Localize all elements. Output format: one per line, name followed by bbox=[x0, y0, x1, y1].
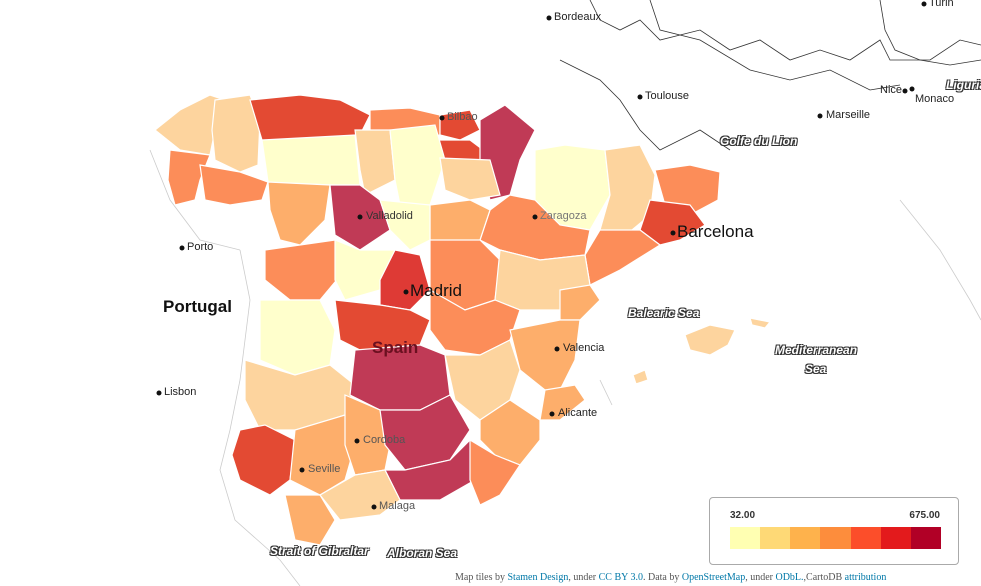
attrib-prefix: Map tiles by bbox=[455, 572, 505, 583]
region-zamora bbox=[267, 181, 331, 246]
stamen-link[interactable]: Stamen Design bbox=[507, 572, 569, 583]
legend-swatch bbox=[790, 527, 821, 549]
region-mallorca bbox=[684, 324, 736, 356]
sea-label-alboran: Alboran Sea bbox=[387, 546, 458, 560]
city-label-alicante: Alicante bbox=[558, 407, 598, 419]
region-vizcaya bbox=[439, 109, 481, 141]
country-label-portugal: Portugal bbox=[163, 297, 232, 316]
city-label-valencia: Valencia bbox=[563, 342, 605, 354]
color-legend: 32.00 675.00 bbox=[709, 497, 959, 565]
city-dots bbox=[156, 1, 927, 510]
region-murcia bbox=[479, 399, 541, 466]
region-ourense bbox=[199, 164, 269, 206]
cc-link[interactable]: CC BY 3.0 bbox=[598, 572, 643, 583]
city-label-malaga: Malaga bbox=[379, 500, 416, 512]
city-label-bordeaux: Bordeaux bbox=[554, 11, 602, 23]
region-huelva bbox=[231, 424, 296, 496]
sea-label-mediterranean-2: Sea bbox=[805, 362, 827, 376]
region-castellon bbox=[559, 284, 601, 321]
legend-max-label: 675.00 bbox=[909, 510, 940, 521]
attrib-under2: , under bbox=[745, 572, 773, 583]
attrib-carto: ,CartoDB bbox=[803, 572, 843, 583]
city-label-turin: Turin bbox=[929, 0, 954, 9]
city-label-seville: Seville bbox=[308, 463, 341, 475]
legend-swatch bbox=[760, 527, 791, 549]
city-label-toulouse: Toulouse bbox=[645, 90, 690, 102]
attribution-link[interactable]: attribution bbox=[844, 572, 887, 583]
city-label-zaragoza: Zaragoza bbox=[540, 210, 587, 222]
sea-label-balearic: Balearic Sea bbox=[628, 306, 700, 320]
legend-min-label: 32.00 bbox=[730, 510, 756, 521]
attrib-data-by: . Data by bbox=[642, 572, 680, 583]
region-la-rioja bbox=[439, 157, 501, 201]
thin-borders bbox=[149, 149, 981, 586]
city-label-valladolid: Valladolid bbox=[366, 210, 413, 222]
sea-label-gibraltar: Strait of Gibraltar bbox=[270, 544, 369, 558]
sea-label-ligurian: Ligurian bbox=[946, 78, 981, 92]
region-tarragona bbox=[584, 229, 662, 286]
region-segovia bbox=[379, 199, 431, 251]
map-attribution: Map tiles by Stamen Design, under CC BY … bbox=[455, 572, 886, 583]
city-label-marseille: Marseille bbox=[826, 109, 871, 121]
city-label-monaco: Monaco bbox=[915, 93, 955, 105]
region-albacete bbox=[444, 339, 521, 421]
city-label-madrid: Madrid bbox=[410, 281, 462, 300]
legend-swatch bbox=[820, 527, 851, 549]
legend-swatch bbox=[850, 527, 881, 549]
region-malaga bbox=[319, 469, 401, 521]
region-caceres bbox=[259, 299, 336, 376]
legend-swatch bbox=[730, 527, 761, 549]
region-alicante bbox=[539, 384, 586, 421]
region-ibiza bbox=[632, 369, 649, 385]
region-valencia bbox=[509, 319, 581, 391]
city-label-nice: Nice bbox=[880, 84, 903, 96]
region-lleida bbox=[599, 144, 656, 241]
region-jaen bbox=[379, 394, 471, 471]
city-label-cordoba: Cordoba bbox=[363, 434, 406, 446]
region-palencia bbox=[354, 129, 396, 196]
legend-color-bar bbox=[730, 527, 941, 549]
spain-regions[interactable] bbox=[154, 94, 772, 546]
city-label-bilbao: Bilbao bbox=[447, 111, 478, 123]
region-menorca bbox=[749, 317, 772, 329]
country-borders bbox=[559, 0, 981, 151]
sea-label-mediterranean-1: Mediterranean bbox=[775, 343, 858, 357]
city-label-porto: Porto bbox=[187, 241, 214, 253]
city-label-barcelona: Barcelona bbox=[677, 222, 754, 241]
sea-label-golfe-du-lion: Golfe du Lion bbox=[720, 134, 798, 148]
region-pontevedra bbox=[167, 149, 211, 206]
odbl-link[interactable]: ODbL. bbox=[775, 572, 804, 583]
region-burgos bbox=[389, 124, 446, 206]
country-label-spain: Spain bbox=[372, 338, 419, 357]
legend-swatch bbox=[880, 527, 911, 549]
region-leon bbox=[261, 134, 361, 191]
attrib-under1: , under bbox=[568, 572, 597, 583]
region-almeria bbox=[469, 438, 521, 506]
region-cadiz bbox=[284, 494, 336, 546]
region-toledo bbox=[334, 299, 431, 351]
region-salamanca bbox=[264, 239, 346, 301]
city-label-lisbon: Lisbon bbox=[164, 386, 197, 398]
osm-link[interactable]: OpenStreetMap bbox=[681, 572, 746, 583]
region-lugo bbox=[211, 94, 261, 173]
legend-swatch bbox=[910, 527, 941, 549]
